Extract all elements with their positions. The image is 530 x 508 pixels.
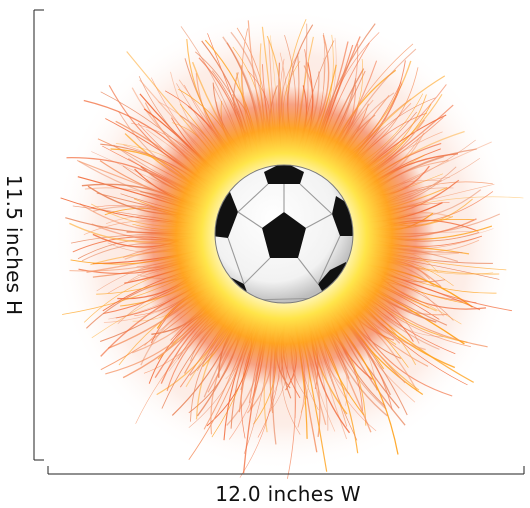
ball-panel (262, 212, 306, 258)
height-dimension-line (33, 9, 44, 461)
height-label: 11.5 inches H (2, 174, 26, 316)
width-label: 12.0 inches W (215, 482, 361, 506)
width-dimension-line (47, 466, 525, 475)
ball-panel (264, 165, 304, 184)
